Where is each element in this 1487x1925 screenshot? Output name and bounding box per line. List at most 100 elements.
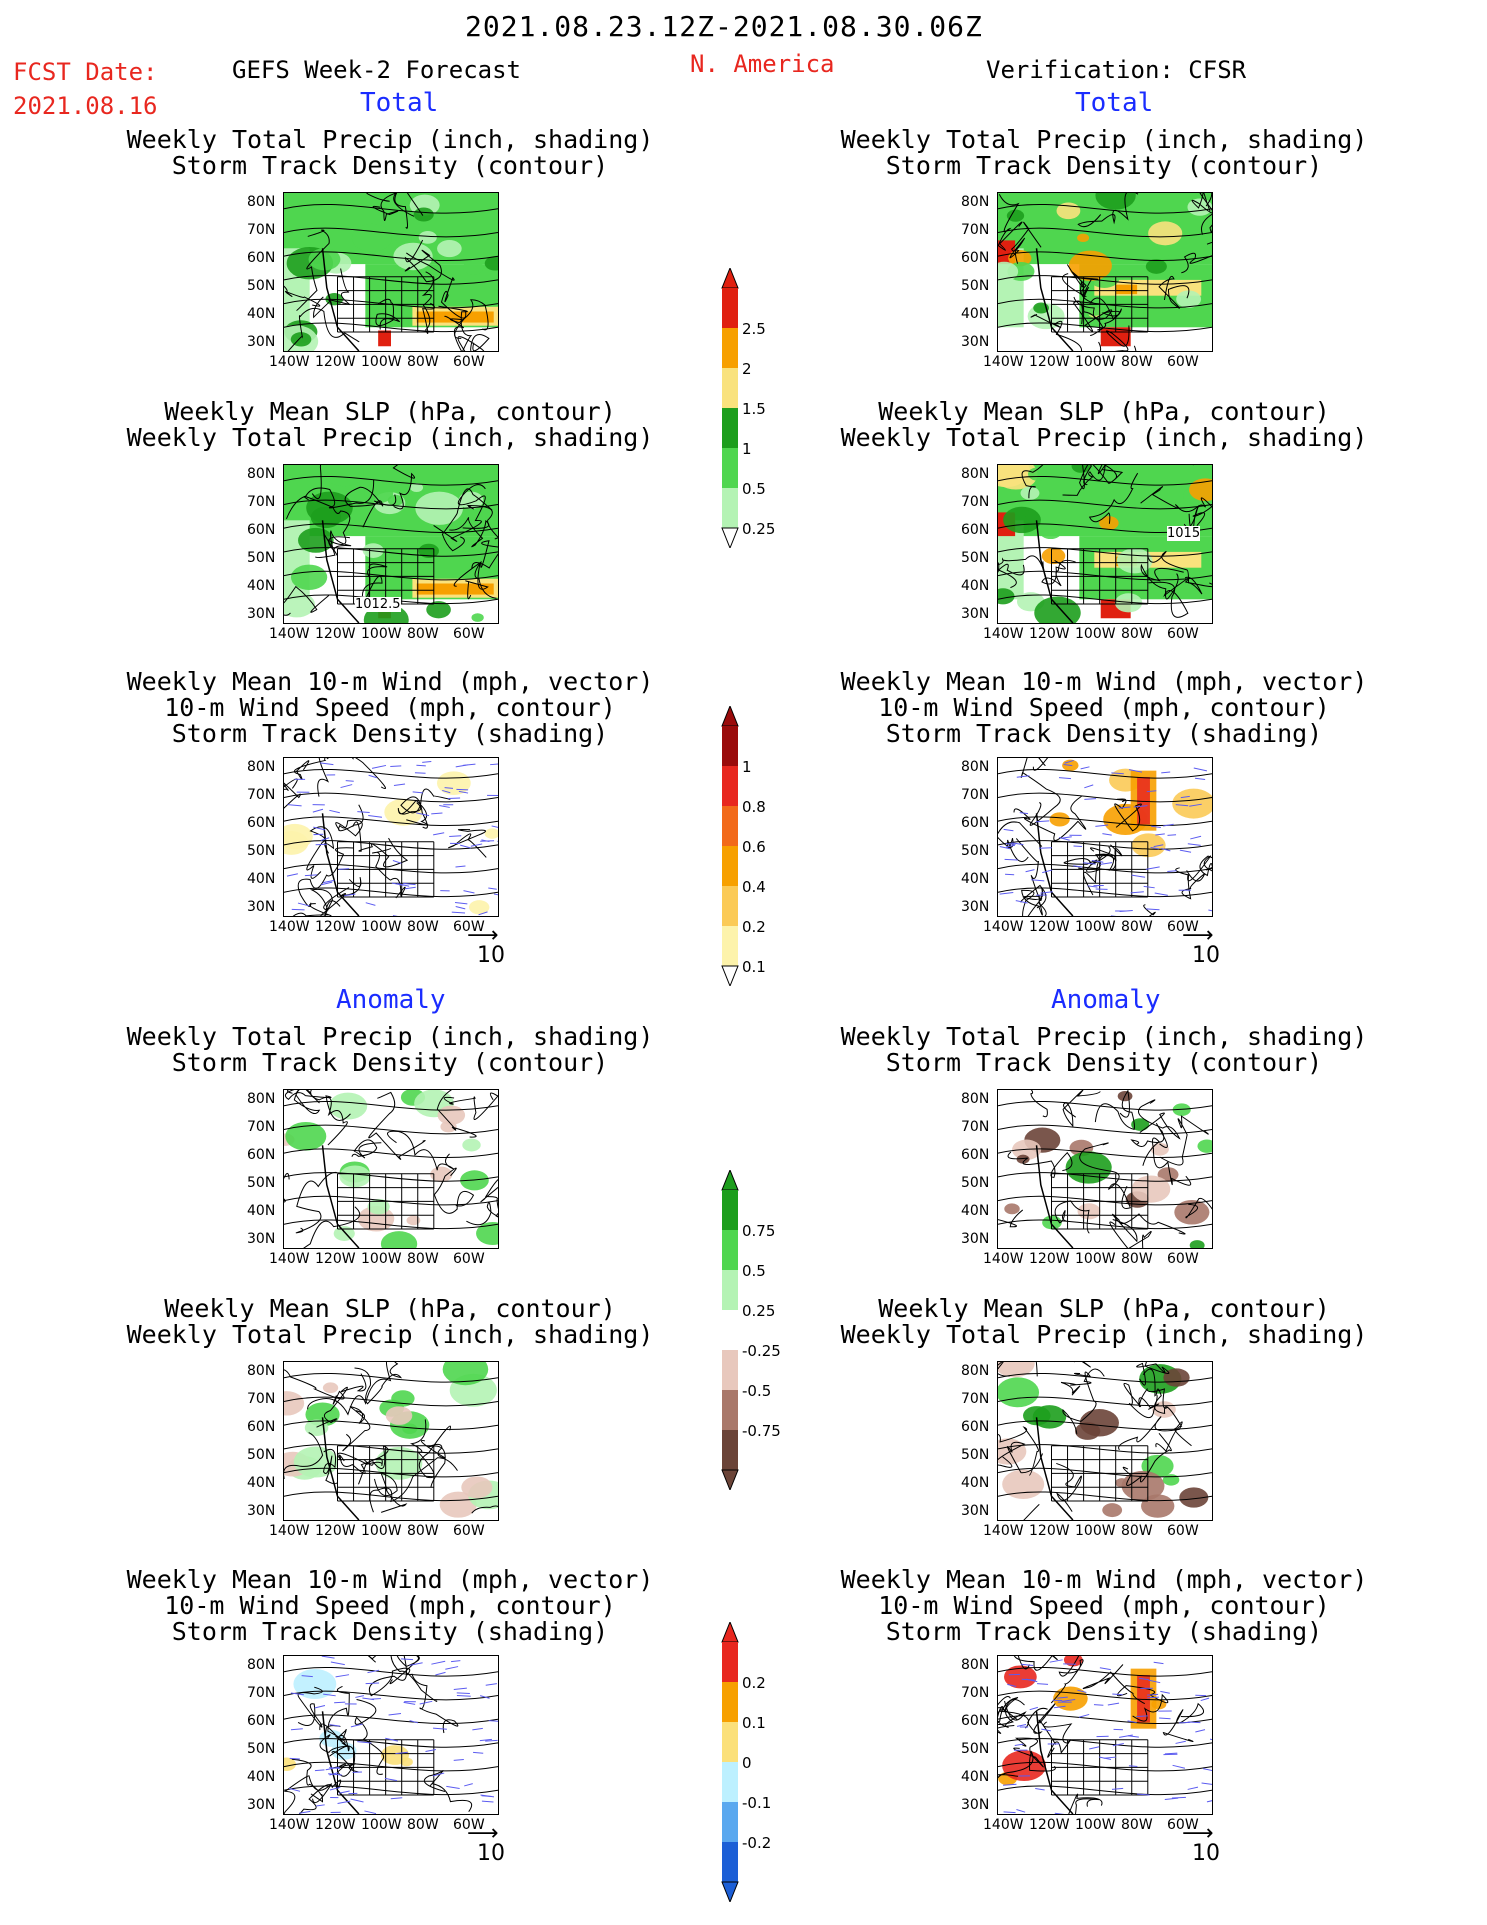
lon-label: 140W [269,354,310,370]
lat-label: 80N [247,1657,276,1673]
fcst-date-value: 2021.08.16 [13,92,158,120]
right-column-title: Verification: CFSR [986,56,1247,84]
lat-label: 40N [961,578,990,594]
right-map-1 [997,464,1213,624]
right-panel-5-title-line: 10-m Wind Speed (mph, contour) [878,1591,1330,1620]
precip-total-colorbar-top-arrow [721,268,739,289]
right-panel-0-title-line: Weekly Total Precip (inch, shading) [840,125,1368,154]
date-range-title: 2021.08.23.12Z-2021.08.30.06Z [465,10,983,43]
lon-label: 100W [361,919,402,935]
track-total-colorbar-segment [722,846,738,886]
lat-label: 30N [247,334,276,350]
right-map-2 [997,757,1213,917]
lat-label: 60N [247,815,276,831]
lat-label: 80N [961,194,990,210]
track-anomaly-colorbar-label: -0.2 [742,1834,772,1852]
section-anomaly-left: Anomaly [336,985,446,1015]
lat-label: 50N [961,550,990,566]
left-panel-5-title-line: Storm Track Density (shading) [171,1617,609,1646]
right-map-4 [997,1361,1213,1521]
lat-label: 50N [247,1741,276,1757]
right-panel-5-title-line: Weekly Mean 10-m Wind (mph, vector) [840,1565,1368,1594]
lat-label: 70N [961,222,990,238]
right-map-2-svg [998,758,1212,916]
region-label: N. America [690,50,835,78]
lon-label: 100W [361,354,402,370]
right-panel-2-title-line: 10-m Wind Speed (mph, contour) [878,693,1330,722]
right-panel-3-title-line: Weekly Total Precip (inch, shading) [840,1022,1368,1051]
right-map-0-svg [998,193,1212,351]
lat-label: 50N [961,843,990,859]
track-anomaly-colorbar-label: -0.1 [742,1794,772,1812]
left-panel-1-title-line: Weekly Total Precip (inch, shading) [126,423,654,452]
track-anomaly-colorbar-segment [722,1722,738,1762]
lon-label: 80W [1121,919,1153,935]
lon-label: 60W [1167,1817,1199,1833]
lat-label: 30N [961,1231,990,1247]
precip-total-colorbar-label: 2.5 [742,320,766,338]
left-panel-4-title-line: Weekly Total Precip (inch, shading) [126,1320,654,1349]
lon-label: 100W [1075,919,1116,935]
track-anomaly-colorbar-top-arrow [721,1622,739,1643]
right-panel-4-title-line: Weekly Total Precip (inch, shading) [840,1320,1368,1349]
lon-label: 80W [1121,626,1153,642]
lon-label: 60W [1167,354,1199,370]
lat-label: 50N [247,1175,276,1191]
left-map-4 [283,1361,499,1521]
lon-label: 60W [1167,1523,1199,1539]
lon-label: 140W [983,1523,1024,1539]
lon-label: 80W [407,919,439,935]
precip-total-colorbar-segment [722,408,738,448]
precip-anomaly-colorbar-segment [722,1190,738,1230]
lon-label: 140W [983,919,1024,935]
lat-label: 40N [961,306,990,322]
lat-label: 80N [961,1657,990,1673]
lon-label: 80W [407,354,439,370]
lat-label: 70N [961,494,990,510]
lat-label: 40N [961,871,990,887]
lon-label: 60W [453,1817,485,1833]
right-vector-scale-2-arrow: ⟶ [1182,923,1214,948]
track-total-colorbar-segment [722,766,738,806]
precip-anomaly-colorbar-segment [722,1270,738,1310]
lon-label: 60W [453,1251,485,1267]
right-map-1-svg [998,465,1212,623]
precip-anomaly-colorbar-label: 0.25 [742,1302,776,1320]
lon-label: 100W [1075,1523,1116,1539]
lon-label: 140W [983,1817,1024,1833]
lon-label: 60W [453,626,485,642]
lon-label: 100W [1075,626,1116,642]
lat-label: 70N [247,222,276,238]
precip-anomaly-colorbar [721,1170,739,1490]
track-total-colorbar-segment [722,726,738,766]
left-map-0 [283,192,499,352]
left-map-1 [283,464,499,624]
lon-label: 120W [315,1523,356,1539]
precip-anomaly-colorbar-segment [722,1230,738,1270]
right-panel-5-title-line: Storm Track Density (shading) [885,1617,1323,1646]
left-map-4-svg [284,1362,498,1520]
lat-label: 30N [961,1797,990,1813]
left-map-2 [283,757,499,917]
lon-label: 100W [361,1523,402,1539]
track-total-colorbar-segment [722,926,738,966]
left-map-5-svg [284,1656,498,1814]
right-map-5-svg [998,1656,1212,1814]
lon-label: 140W [269,919,310,935]
precip-total-colorbar-label: 0.5 [742,480,766,498]
precip-anomaly-colorbar-label: 0.75 [742,1222,776,1240]
precip-anomaly-colorbar-label: -0.5 [742,1382,772,1400]
track-anomaly-colorbar-segment [722,1642,738,1682]
right-map-3 [997,1089,1213,1249]
lon-label: 120W [1029,1251,1070,1267]
lat-label: 40N [247,1203,276,1219]
lon-label: 140W [269,1523,310,1539]
lat-label: 30N [961,334,990,350]
lon-label: 60W [453,354,485,370]
section-anomaly-right: Anomaly [1051,985,1161,1015]
left-panel-0-title-line: Storm Track Density (contour) [171,151,609,180]
track-total-colorbar-label: 0.1 [742,958,766,976]
track-total-colorbar [721,706,739,986]
right-map-0 [997,192,1213,352]
